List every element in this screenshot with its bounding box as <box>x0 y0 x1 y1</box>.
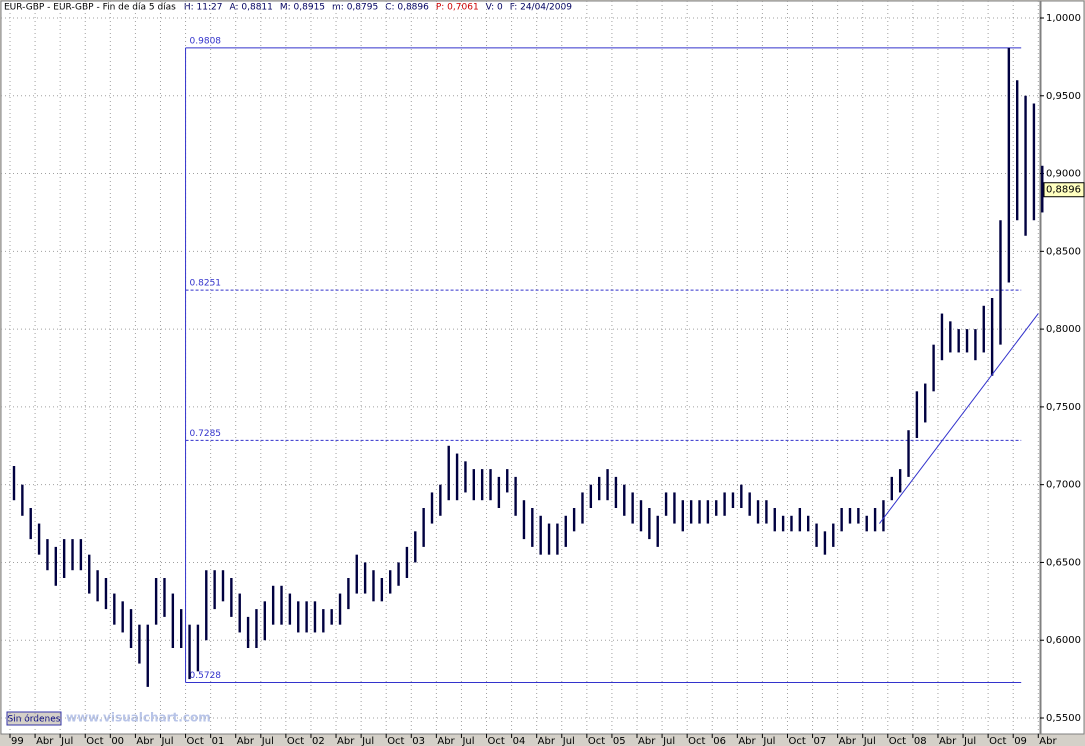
y-tick-label: 0,9000 <box>1046 169 1081 180</box>
x-tick-label: Jul <box>160 736 173 746</box>
x-tick-label: Jul <box>562 736 575 746</box>
x-tick-label: Jul <box>662 736 675 746</box>
x-tick-label: Abr <box>337 736 355 746</box>
x-tick-label: Abr <box>136 736 154 746</box>
x-tick-label: Oct <box>688 736 705 746</box>
trendline <box>879 313 1039 524</box>
x-tick-label: Jul <box>863 736 876 746</box>
x-tick-label: Abr <box>738 736 756 746</box>
x-tick-label: 99 <box>11 736 24 746</box>
y-tick-label: 0,7000 <box>1046 480 1081 491</box>
plot-area <box>0 0 1041 735</box>
x-tick-label: Abr <box>638 736 656 746</box>
x-tick-label: 07 <box>814 736 827 746</box>
last-value-box <box>1043 182 1085 198</box>
info-item: A: 0,8811 <box>229 3 272 13</box>
y-tick-label: 0,6500 <box>1046 557 1081 568</box>
x-tick-label: 08 <box>914 736 927 746</box>
info-item: F: 24/04/2009 <box>510 3 573 13</box>
x-tick-label: 00 <box>111 736 124 746</box>
y-tick-label: 0,7500 <box>1046 402 1081 413</box>
x-tick-label: Oct <box>889 736 906 746</box>
x-tick-label: Jul <box>963 736 976 746</box>
x-tick-label: 03 <box>412 736 425 746</box>
x-tick-label: Abr <box>237 736 255 746</box>
y-tick-label: 0,5500 <box>1046 713 1081 724</box>
info-item: C: 0,8896 <box>385 3 429 13</box>
header: EUR-GBP - EUR-GBP - Fin de día 5 días H:… <box>4 3 572 13</box>
y-tick-label: 0,6000 <box>1046 635 1081 646</box>
y-tick-label: 1,0000 <box>1046 13 1081 24</box>
level-label: 0.9808 <box>190 36 222 46</box>
level-label: 0.8251 <box>190 279 222 289</box>
y-tick-label: 0,8500 <box>1046 246 1081 257</box>
x-tick-label: Abr <box>437 736 455 746</box>
x-tick-label: Abr <box>1039 736 1057 746</box>
chart-title: EUR-GBP - EUR-GBP - Fin de día 5 días <box>4 3 176 13</box>
level-label: 0.7285 <box>190 429 222 439</box>
x-tick-label: Oct <box>187 736 204 746</box>
x-tick-label: Oct <box>287 736 304 746</box>
level-label: 0.5728 <box>190 671 222 681</box>
x-tick-label: Oct <box>788 736 805 746</box>
x-tick-label: 02 <box>312 736 325 746</box>
x-tick-label: Oct <box>989 736 1006 746</box>
info-item: m: 0,8795 <box>332 3 378 13</box>
x-tick-label: Abr <box>939 736 957 746</box>
x-tick-label: Oct <box>387 736 404 746</box>
last-value-label: 0,8896 <box>1046 185 1081 196</box>
info-item: M: 0,8915 <box>280 3 325 13</box>
x-tick-label: Oct <box>588 736 605 746</box>
x-tick-label: Abr <box>839 736 857 746</box>
info-item: P: 0,7061 <box>436 3 479 13</box>
x-tick-label: 05 <box>613 736 626 746</box>
x-tick-label: 09 <box>1014 736 1027 746</box>
x-tick-label: Jul <box>361 736 374 746</box>
x-tick-label: Jul <box>60 736 73 746</box>
x-tick-label: Jul <box>461 736 474 746</box>
x-tick-label: Jul <box>762 736 775 746</box>
orders-button-label[interactable]: Sin órdenes <box>7 714 60 725</box>
y-tick-label: 0,9500 <box>1046 91 1081 102</box>
x-tick-label: 06 <box>713 736 726 746</box>
x-tick-label: Oct <box>488 736 505 746</box>
price-axis <box>1040 0 1085 735</box>
x-tick-label: 04 <box>513 736 526 746</box>
info-item: V: 0 <box>486 3 503 13</box>
x-tick-label: Oct <box>86 736 103 746</box>
y-tick-label: 0,8000 <box>1046 324 1081 335</box>
x-tick-label: Abr <box>538 736 556 746</box>
watermark: www.visualchart.com <box>66 711 211 725</box>
x-tick-label: Abr <box>36 736 54 746</box>
x-tick-label: Jul <box>261 736 274 746</box>
info-item: H: 11:27 <box>184 3 223 13</box>
x-tick-label: 01 <box>212 736 225 746</box>
